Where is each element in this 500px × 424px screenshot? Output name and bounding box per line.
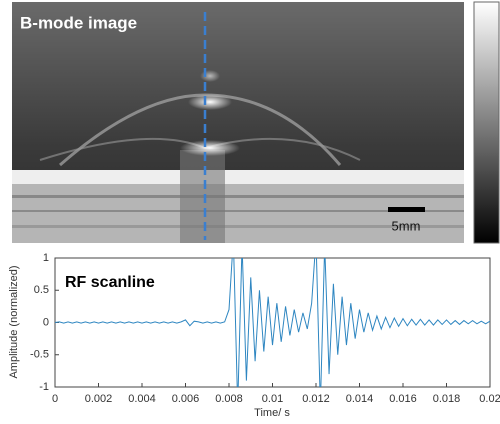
b-mode-image: B-mode image 5mm [12,2,464,243]
x-tick-label: 0.016 [389,393,417,405]
x-tick-label: 0.02 [479,393,500,405]
rf-line [55,258,490,387]
x-tick-label: 0.014 [346,393,374,405]
x-tick-label: 0.002 [85,393,113,405]
x-tick-label: 0.01 [262,393,283,405]
x-tick-label: 0.006 [172,393,200,405]
x-tick-label: 0 [52,393,58,405]
x-tick-label: 0.018 [433,393,461,405]
y-tick-label: -1 [39,381,49,393]
x-axis-label: Time/ s [254,407,290,419]
y-tick-label: 0.5 [34,284,49,296]
x-tick-label: 0.004 [128,393,156,405]
y-tick-label: 0 [43,316,49,328]
y-axis-label: Amplitude (normalized) [8,265,20,378]
y-tick-label: -0.5 [30,349,49,361]
image-title: B-mode image [20,13,137,32]
y-tick-label: 1 [43,252,49,264]
x-tick-label: 0.008 [215,393,243,405]
x-tick-label: 0.012 [302,393,330,405]
scale-label: 5mm [392,218,421,233]
annotation: RF scanline [65,274,155,291]
colorbar [473,1,500,244]
